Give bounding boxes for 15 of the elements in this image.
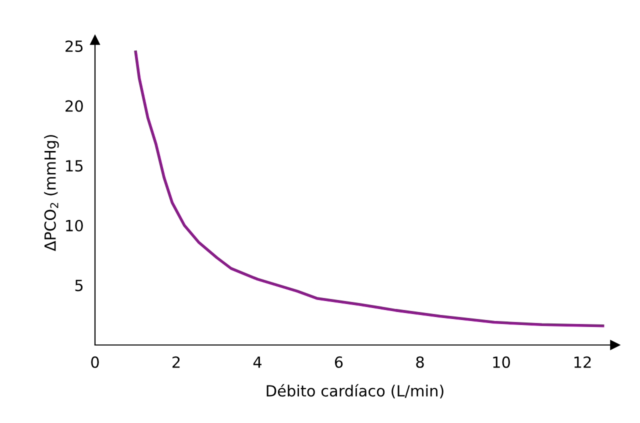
- x-axis-title: Débito cardíaco (L/min): [266, 384, 444, 398]
- y-tick-label: 15: [66, 160, 83, 172]
- line-series: [134, 50, 604, 328]
- x-tick-label: 4: [253, 356, 262, 368]
- x-tick-label: 10: [493, 356, 510, 368]
- y-axis-title: ΔPCO$_{2}$ (mmHg): [44, 135, 59, 252]
- y-tick-label: 10: [66, 220, 83, 232]
- x-tick-label: 6: [334, 356, 343, 368]
- x-tick-label: 0: [91, 356, 99, 368]
- y-tick-label: 20: [66, 100, 83, 112]
- y-tick-label: 5: [75, 280, 83, 292]
- x-tick-label: 2: [172, 356, 180, 368]
- y-tick-label: 25: [66, 40, 83, 52]
- x-tick-label: 8: [416, 356, 424, 368]
- x-tick-label: 12: [574, 356, 591, 368]
